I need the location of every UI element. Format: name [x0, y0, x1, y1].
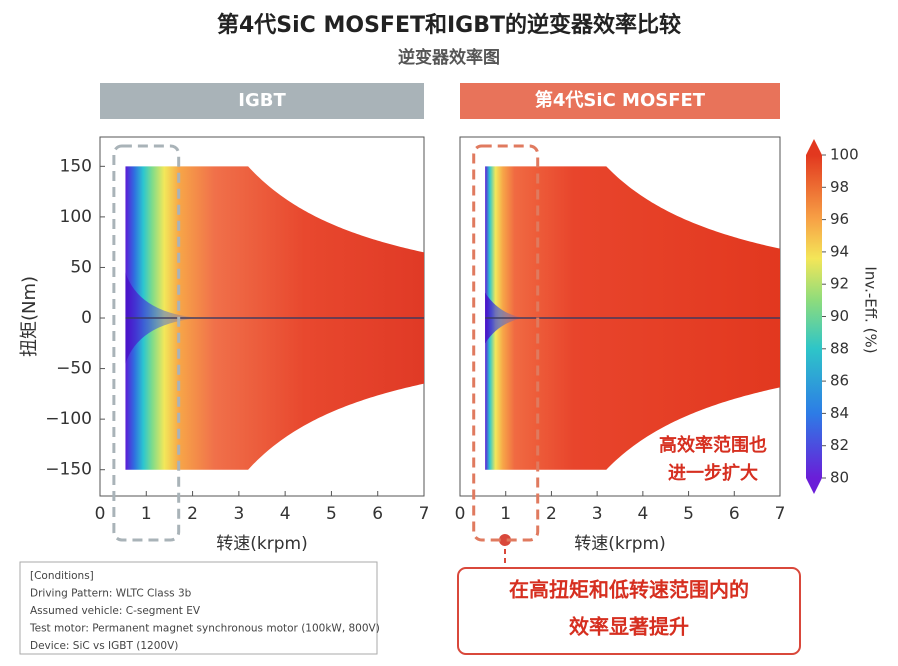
x-tick-label: 4 — [637, 504, 648, 524]
panel-title: IGBT — [238, 90, 286, 111]
x-tick-label: 4 — [280, 504, 291, 524]
colorbar-tick-label: 88 — [830, 339, 849, 357]
colorbar-tick-label: 80 — [830, 469, 849, 487]
colorbar-arrow-top — [806, 139, 822, 155]
y-tick-label: 50 — [70, 257, 92, 277]
conditions-line: Device: SiC vs IGBT (1200V) — [30, 640, 178, 652]
x-tick-label: 5 — [683, 504, 694, 524]
conditions-line: Driving Pattern: WLTC Class 3b — [30, 588, 192, 600]
x-tick-label: 5 — [326, 504, 337, 524]
x-tick-label: 1 — [141, 504, 152, 524]
colorbar-tick-label: 100 — [830, 146, 859, 164]
callout-dot — [499, 534, 511, 546]
subtitle: 逆变器效率图 — [398, 47, 500, 68]
highlight-box — [472, 144, 540, 542]
annotation: 进一步扩大 — [668, 462, 758, 484]
colorbar-tick-label: 86 — [830, 372, 849, 390]
colorbar — [806, 155, 822, 478]
callout-text: 在高扭矩和低转速范围内的 — [509, 578, 749, 602]
callout-box — [457, 567, 801, 655]
colorbar-tick-label: 98 — [830, 178, 849, 196]
title: 第4代SiC MOSFET和IGBT的逆变器效率比较 — [217, 12, 681, 38]
panel-header — [100, 83, 424, 119]
callout-text: 效率显著提升 — [569, 615, 689, 639]
colorbar-tick-label: 92 — [830, 275, 849, 293]
y-axis-label: 扭矩(Nm) — [19, 276, 40, 357]
x-tick-label: 6 — [729, 504, 740, 524]
conditions-box — [19, 561, 378, 655]
highlight-box — [112, 144, 181, 542]
colorbar-tick-label: 96 — [830, 210, 849, 228]
x-tick-label: 2 — [546, 504, 557, 524]
x-tick-label: 7 — [419, 504, 430, 524]
x-tick-label: 7 — [775, 504, 786, 524]
y-tick-label: −150 — [45, 460, 92, 480]
x-tick-label: 6 — [372, 504, 383, 524]
y-tick-label: 100 — [60, 207, 92, 227]
x-axis-label: 转速(krpm) — [574, 534, 665, 554]
conditions-line: Test motor: Permanent magnet synchronous… — [29, 623, 380, 635]
x-tick-label: 0 — [455, 504, 466, 524]
x-tick-label: 3 — [592, 504, 603, 524]
colorbar-tick-label: 94 — [830, 242, 849, 260]
annotation: 高效率范围也 — [659, 434, 767, 456]
y-tick-label: −100 — [45, 409, 92, 429]
x-tick-label: 1 — [500, 504, 511, 524]
panel-header — [460, 83, 780, 119]
x-tick-label: 0 — [95, 504, 106, 524]
x-tick-label: 2 — [187, 504, 198, 524]
x-axis-label: 转速(krpm) — [216, 534, 307, 554]
colorbar-arrow-bottom — [806, 478, 822, 494]
colorbar-tick-label: 82 — [830, 436, 849, 454]
y-tick-label: 0 — [81, 308, 92, 328]
conditions-line: Assumed vehicle: C-segment EV — [30, 605, 201, 617]
y-tick-label: 150 — [60, 156, 92, 176]
y-tick-label: −50 — [56, 359, 92, 379]
panel-title: 第4代SiC MOSFET — [535, 89, 706, 111]
conditions-line: [Conditions] — [30, 570, 94, 582]
x-tick-label: 3 — [233, 504, 244, 524]
colorbar-label: Inv.-Eff. (%) — [862, 266, 880, 353]
colorbar-tick-label: 90 — [830, 307, 849, 325]
colorbar-tick-label: 84 — [830, 404, 849, 422]
